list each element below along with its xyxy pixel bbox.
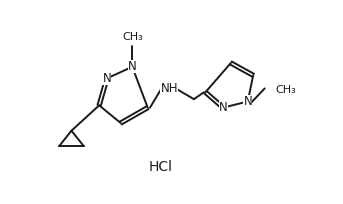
Text: CH₃: CH₃ — [275, 85, 296, 95]
Text: HCl: HCl — [149, 160, 173, 174]
Text: CH₃: CH₃ — [122, 32, 143, 42]
Text: N: N — [244, 95, 252, 108]
Text: N: N — [103, 72, 111, 85]
Text: N: N — [128, 60, 137, 73]
Text: NH: NH — [161, 82, 178, 95]
Text: N: N — [219, 101, 227, 114]
